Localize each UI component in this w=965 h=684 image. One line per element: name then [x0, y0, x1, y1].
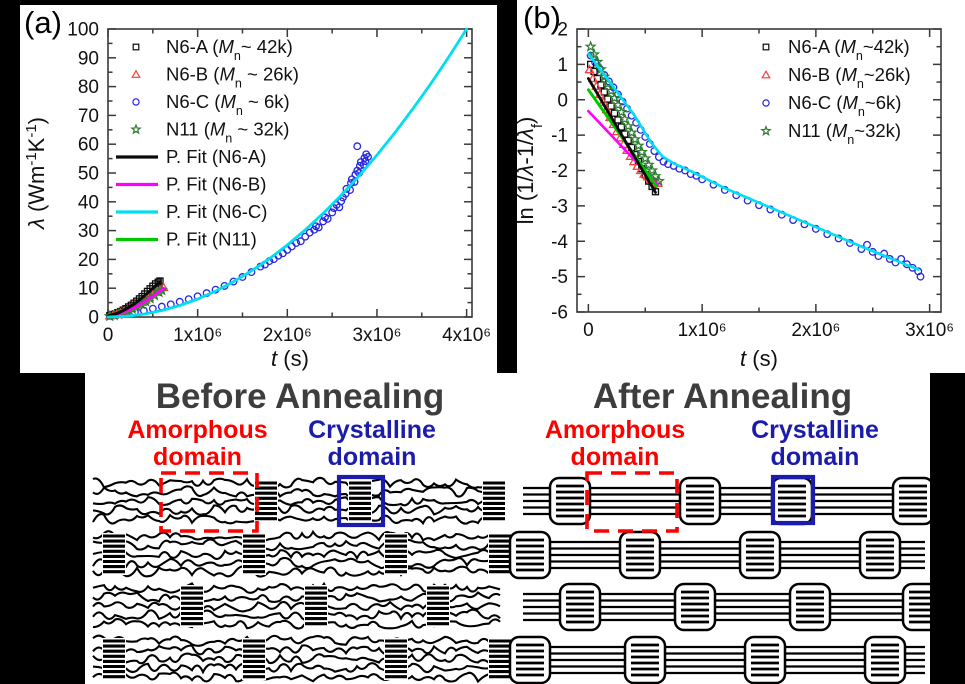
- svg-text:1x10⁶: 1x10⁶: [678, 320, 727, 341]
- x-axis-label: t (s): [740, 346, 778, 371]
- x-axis-label: t (s): [271, 346, 309, 371]
- svg-text:3x10⁶: 3x10⁶: [352, 325, 401, 346]
- y-axis-label: ln (1/λ-1/λf): [517, 117, 546, 225]
- series-N11: [584, 40, 666, 187]
- after-annealing-chains: [508, 471, 930, 684]
- svg-text:3x10⁶: 3x10⁶: [905, 320, 954, 341]
- legend: N6-A (Mn~42k)N6-B (Mn~26k)N6-C (Mn~6k)N1…: [760, 36, 911, 147]
- svg-text:90: 90: [78, 48, 99, 69]
- svg-text:N11 (Mn ~ 32k): N11 (Mn ~ 32k): [166, 119, 289, 146]
- before-annealing-title: Before Annealing: [155, 377, 445, 416]
- svg-text:20: 20: [78, 250, 99, 271]
- series-P. Fit (N6-A): [106, 280, 162, 318]
- panel-schematic: Before Annealing After Annealing Amorpho…: [85, 373, 930, 684]
- panel-b-label: (b): [523, 0, 561, 35]
- after-amorphous-domain-label: Amorphous domain: [544, 416, 686, 471]
- before-amorphous-box: [159, 471, 259, 533]
- svg-text:P. Fit (N6-A): P. Fit (N6-A): [166, 146, 266, 167]
- series-P. Fit (N6-C): [587, 52, 920, 271]
- svg-text:2x10⁶: 2x10⁶: [263, 325, 312, 346]
- svg-text:30: 30: [78, 221, 99, 242]
- svg-text:100: 100: [67, 20, 99, 41]
- after-crystalline-domain-label: Crystalline domain: [751, 416, 879, 471]
- series-P. Fit (N6-C): [106, 27, 469, 319]
- legend: N6-A (Mn~ 42k)N6-B (Mn ~ 26k)N6-C (Mn ~ …: [116, 36, 299, 250]
- svg-text:-6: -6: [551, 303, 568, 324]
- svg-text:4x10⁶: 4x10⁶: [442, 325, 491, 346]
- y-axis-label: λ (Wm-1K-1): [23, 117, 50, 230]
- svg-text:N6-C (Mn~6k): N6-C (Mn~6k): [788, 92, 901, 119]
- svg-text:0: 0: [583, 320, 594, 341]
- svg-text:50: 50: [78, 164, 99, 185]
- series-N6-C: [586, 51, 925, 281]
- after-crystalline-box: [770, 474, 816, 526]
- svg-text:-2: -2: [551, 161, 568, 182]
- svg-text:10: 10: [78, 279, 99, 300]
- panel-a-label: (a): [24, 5, 62, 40]
- svg-text:N6-C (Mn ~ 6k): N6-C (Mn ~ 6k): [166, 91, 290, 118]
- chart-b-svg: 0 1x10⁶ 2x10⁶ 3x10⁶ -6 -5 -4 -3 -2 -1 0 1 2 t (s) ln (…: [517, 20, 954, 372]
- axes: 0 1x10⁶ 2x10⁶ 3x10⁶ 4x10⁶ 0 10 20 30 40 50 60 70 80 90…: [67, 20, 491, 347]
- after-amorphous-box: [585, 471, 679, 533]
- svg-text:-1: -1: [551, 126, 568, 147]
- svg-text:P. Fit (N11): P. Fit (N11): [166, 229, 257, 250]
- svg-text:0: 0: [557, 90, 568, 111]
- before-crystalline-box: [336, 474, 386, 528]
- svg-text:-5: -5: [551, 267, 568, 288]
- axes: 0 1x10⁶ 2x10⁶ 3x10⁶ -6 -5 -4 -3 -2 -1 0 1 2: [551, 20, 954, 342]
- chart-a-svg: 0 1x10⁶ 2x10⁶ 3x10⁶ 4x10⁶ 0 10 20 30 40 50 60 70 80 90…: [23, 20, 492, 372]
- svg-text:40: 40: [78, 192, 99, 213]
- svg-text:N6-B (Mn~26k): N6-B (Mn~26k): [788, 64, 911, 91]
- panel-plot-b: (b) 0 1x10⁶ 2x10⁶ 3x10⁶ -6 -5 -4 -3 -2 -1 0 1 2 t (s)…: [517, 0, 965, 373]
- before-crystalline-domain-label: Crystalline domain: [308, 416, 436, 471]
- svg-text:-4: -4: [551, 232, 568, 253]
- svg-text:0: 0: [88, 308, 99, 329]
- after-annealing-title: After Annealing: [592, 377, 853, 416]
- svg-text:60: 60: [78, 135, 99, 156]
- svg-text:80: 80: [78, 77, 99, 98]
- before-amorphous-domain-label: Amorphous domain: [127, 416, 268, 471]
- svg-text:P. Fit (N6-C): P. Fit (N6-C): [166, 201, 267, 222]
- svg-text:2x10⁶: 2x10⁶: [791, 320, 840, 341]
- svg-text:1x10⁶: 1x10⁶: [173, 325, 222, 346]
- panel-plot-a: (a) 0 1x10⁶ 2x10⁶ 3x10⁶ 4x10⁶ 0 10 20 30 40 50 60 70…: [20, 5, 497, 373]
- svg-text:N6-A (Mn~42k): N6-A (Mn~42k): [788, 36, 910, 63]
- svg-text:N6-A (Mn~ 42k): N6-A (Mn~ 42k): [166, 36, 293, 63]
- svg-text:70: 70: [78, 106, 99, 127]
- before-annealing-chains: [92, 471, 512, 684]
- series-P. Fit (N6-A): [587, 77, 657, 194]
- svg-text:P. Fit (N6-B): P. Fit (N6-B): [166, 174, 266, 195]
- svg-text:1: 1: [557, 55, 568, 76]
- svg-text:N6-B (Mn ~ 26k): N6-B (Mn ~ 26k): [166, 64, 299, 91]
- svg-text:N11 (Mn~32k): N11 (Mn~32k): [788, 120, 901, 147]
- svg-text:-3: -3: [551, 196, 568, 217]
- svg-text:2: 2: [557, 20, 568, 41]
- polymer-chains-drawing: [92, 471, 930, 684]
- svg-text:0: 0: [103, 325, 114, 346]
